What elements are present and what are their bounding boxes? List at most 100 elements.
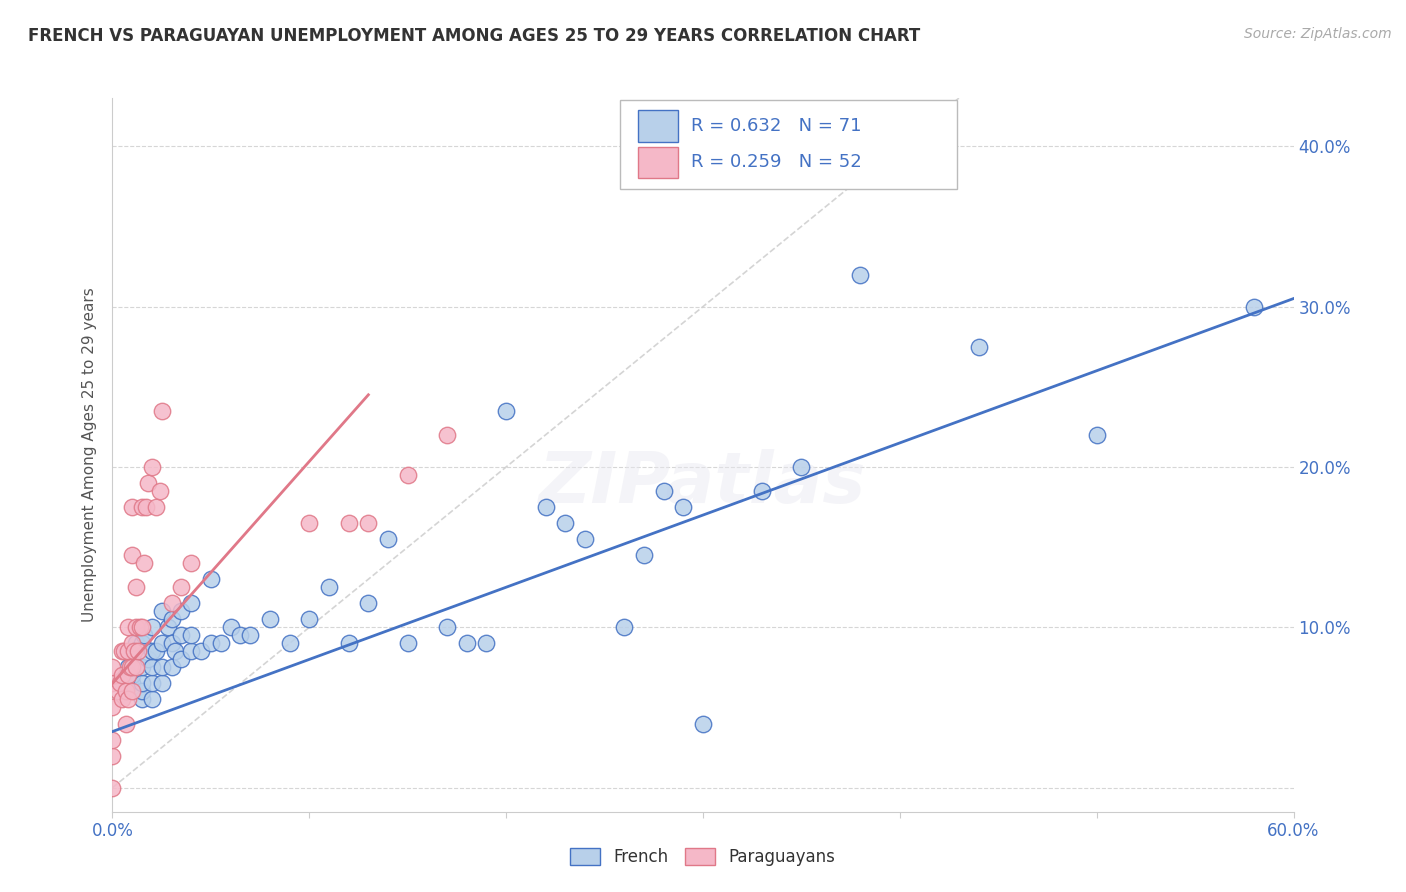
Point — [101, 780, 124, 795]
Point — [790, 459, 813, 474]
Point — [117, 668, 139, 682]
Point — [120, 660, 142, 674]
Point — [229, 628, 252, 642]
Point — [115, 684, 138, 698]
Point — [150, 676, 173, 690]
Point — [672, 500, 695, 514]
Point — [751, 483, 773, 498]
Point — [111, 676, 134, 690]
Point — [101, 732, 124, 747]
Point — [160, 612, 183, 626]
Point — [127, 644, 149, 658]
Point — [150, 404, 173, 418]
Point — [180, 556, 202, 570]
Point — [121, 684, 143, 698]
Point — [131, 620, 153, 634]
Point — [111, 692, 134, 706]
Point — [101, 660, 124, 674]
Point — [200, 572, 222, 586]
Point — [150, 604, 173, 618]
Point — [145, 644, 167, 658]
Point — [121, 548, 143, 562]
Point — [967, 340, 990, 354]
Point — [117, 692, 139, 706]
Point — [125, 620, 148, 634]
Point — [149, 483, 172, 498]
Point — [122, 644, 145, 658]
Point — [120, 676, 142, 690]
Point — [141, 660, 163, 674]
Point — [652, 483, 675, 498]
Point — [396, 467, 419, 482]
Point — [117, 620, 139, 634]
Point — [121, 676, 143, 690]
Point — [209, 636, 232, 650]
Point — [132, 556, 155, 570]
Point — [219, 620, 242, 634]
Point — [136, 475, 159, 490]
Point — [150, 636, 173, 650]
Point — [170, 652, 193, 666]
Point — [131, 684, 153, 698]
Point — [131, 636, 153, 650]
Point — [239, 628, 262, 642]
Point — [377, 532, 399, 546]
Point — [534, 500, 557, 514]
Point — [554, 516, 576, 530]
Point — [121, 660, 143, 674]
Point — [125, 636, 148, 650]
Point — [889, 147, 911, 161]
Point — [141, 459, 163, 474]
Point — [278, 636, 301, 650]
Point — [849, 268, 872, 282]
Point — [180, 628, 202, 642]
Point — [180, 596, 202, 610]
Point — [125, 580, 148, 594]
Point — [117, 644, 139, 658]
Text: R = 0.259   N = 52: R = 0.259 N = 52 — [692, 153, 862, 171]
Point — [156, 620, 179, 634]
Point — [495, 404, 517, 418]
FancyBboxPatch shape — [638, 111, 678, 142]
Point — [145, 500, 167, 514]
Point — [357, 596, 380, 610]
Y-axis label: Unemployment Among Ages 25 to 29 years: Unemployment Among Ages 25 to 29 years — [82, 287, 97, 623]
Point — [101, 700, 124, 714]
Point — [115, 668, 138, 682]
Point — [132, 628, 155, 642]
Point — [170, 628, 193, 642]
Point — [121, 636, 143, 650]
Point — [170, 604, 193, 618]
Point — [111, 668, 134, 682]
Point — [456, 636, 478, 650]
Point — [337, 636, 360, 650]
Point — [110, 676, 132, 690]
Point — [135, 500, 157, 514]
Point — [436, 620, 458, 634]
Point — [692, 716, 714, 731]
Point — [475, 636, 498, 650]
Point — [357, 516, 380, 530]
Point — [190, 644, 212, 658]
Point — [125, 660, 148, 674]
Point — [160, 596, 183, 610]
Point — [131, 692, 153, 706]
Text: Source: ZipAtlas.com: Source: ZipAtlas.com — [1244, 27, 1392, 41]
Point — [160, 636, 183, 650]
Point — [131, 676, 153, 690]
Point — [574, 532, 596, 546]
Point — [396, 636, 419, 650]
FancyBboxPatch shape — [620, 100, 957, 189]
Point — [111, 644, 134, 658]
Point — [141, 620, 163, 634]
Point — [1243, 300, 1265, 314]
Text: FRENCH VS PARAGUAYAN UNEMPLOYMENT AMONG AGES 25 TO 29 YEARS CORRELATION CHART: FRENCH VS PARAGUAYAN UNEMPLOYMENT AMONG … — [28, 27, 921, 45]
Point — [101, 748, 124, 763]
Point — [131, 660, 153, 674]
Point — [131, 500, 153, 514]
Point — [121, 644, 143, 658]
Point — [141, 692, 163, 706]
Point — [165, 644, 187, 658]
Point — [121, 500, 143, 514]
Point — [117, 660, 139, 674]
